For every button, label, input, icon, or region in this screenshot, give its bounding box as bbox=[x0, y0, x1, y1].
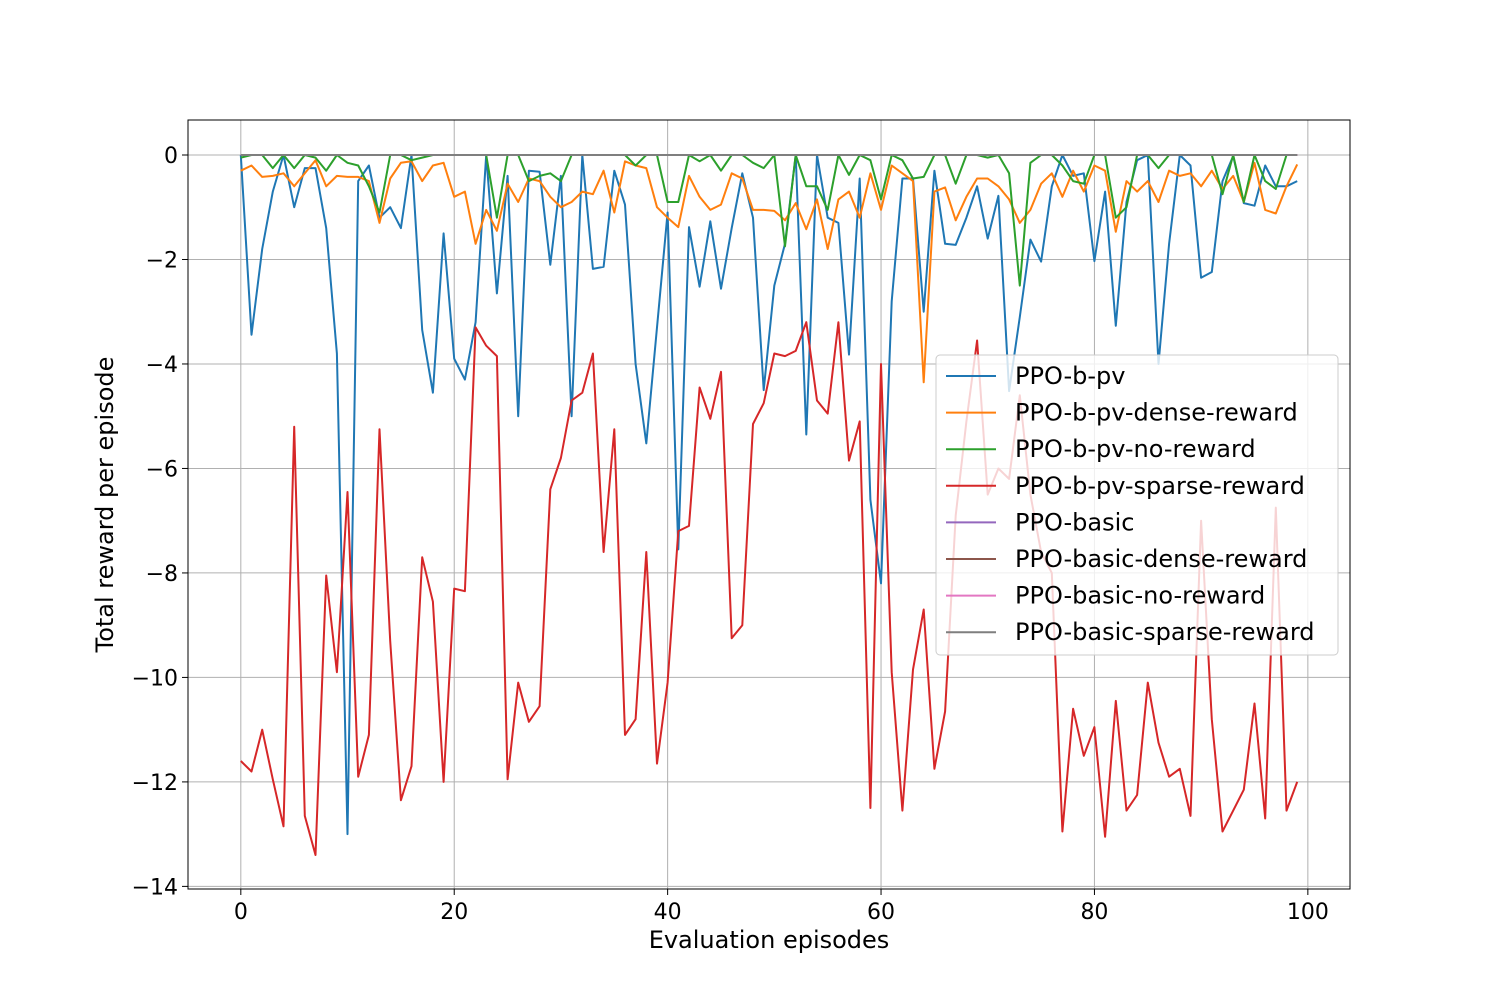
x-tick-label: 80 bbox=[1080, 900, 1108, 925]
series-line-ppo-b-pv-sparse-reward bbox=[240, 321, 1299, 856]
legend-label-ppo-basic: PPO-basic bbox=[1015, 508, 1134, 536]
legend-label-ppo-b-pv: PPO-b-pv bbox=[1015, 362, 1126, 390]
x-tick-label: 20 bbox=[440, 900, 468, 925]
y-tick-label: −12 bbox=[132, 771, 178, 796]
x-axis-ticks: 0 20 40 60 80 100 bbox=[234, 889, 1329, 925]
legend-label-ppo-b-pv-no-reward: PPO-b-pv-no-reward bbox=[1015, 435, 1256, 463]
y-tick-label: −4 bbox=[146, 353, 178, 378]
x-tick-label: 60 bbox=[867, 900, 895, 925]
y-tick-label: −10 bbox=[132, 666, 178, 691]
x-tick-label: 0 bbox=[234, 900, 248, 925]
series-line-ppo-b-pv-no-reward bbox=[240, 154, 1298, 287]
series-line-ppo-b-pv-dense-reward bbox=[240, 159, 1299, 384]
y-tick-label: −2 bbox=[146, 248, 178, 273]
legend-label-ppo-b-pv-sparse-reward: PPO-b-pv-sparse-reward bbox=[1015, 472, 1305, 500]
series-line-ppo-b-pv bbox=[239, 154, 1298, 836]
y-tick-label: −6 bbox=[146, 457, 178, 482]
series-lines bbox=[239, 154, 1299, 856]
legend-label-ppo-b-pv-dense-reward: PPO-b-pv-dense-reward bbox=[1015, 399, 1298, 427]
y-tick-label: −14 bbox=[132, 875, 178, 900]
y-tick-label: −8 bbox=[146, 562, 178, 587]
legend-label-ppo-basic-dense-reward: PPO-basic-dense-reward bbox=[1015, 545, 1307, 573]
legend: PPO-b-pv PPO-b-pv-dense-reward PPO-b-pv-no… bbox=[935, 354, 1339, 656]
legend-box bbox=[935, 354, 1339, 656]
legend-label-ppo-basic-sparse-reward: PPO-basic-sparse-reward bbox=[1015, 618, 1315, 646]
plot-frame bbox=[187, 119, 1351, 890]
y-axis-ticks: 0 −2 −4 −6 −8 −10 −12 −14 bbox=[132, 144, 188, 900]
y-tick-label: 0 bbox=[164, 144, 178, 169]
legend-label-ppo-basic-no-reward: PPO-basic-no-reward bbox=[1015, 582, 1265, 610]
x-tick-label: 100 bbox=[1287, 900, 1329, 925]
x-tick-label: 40 bbox=[654, 900, 682, 925]
y-axis-label: Total reward per episode bbox=[91, 357, 119, 654]
x-axis-label: Evaluation episodes bbox=[649, 926, 890, 954]
